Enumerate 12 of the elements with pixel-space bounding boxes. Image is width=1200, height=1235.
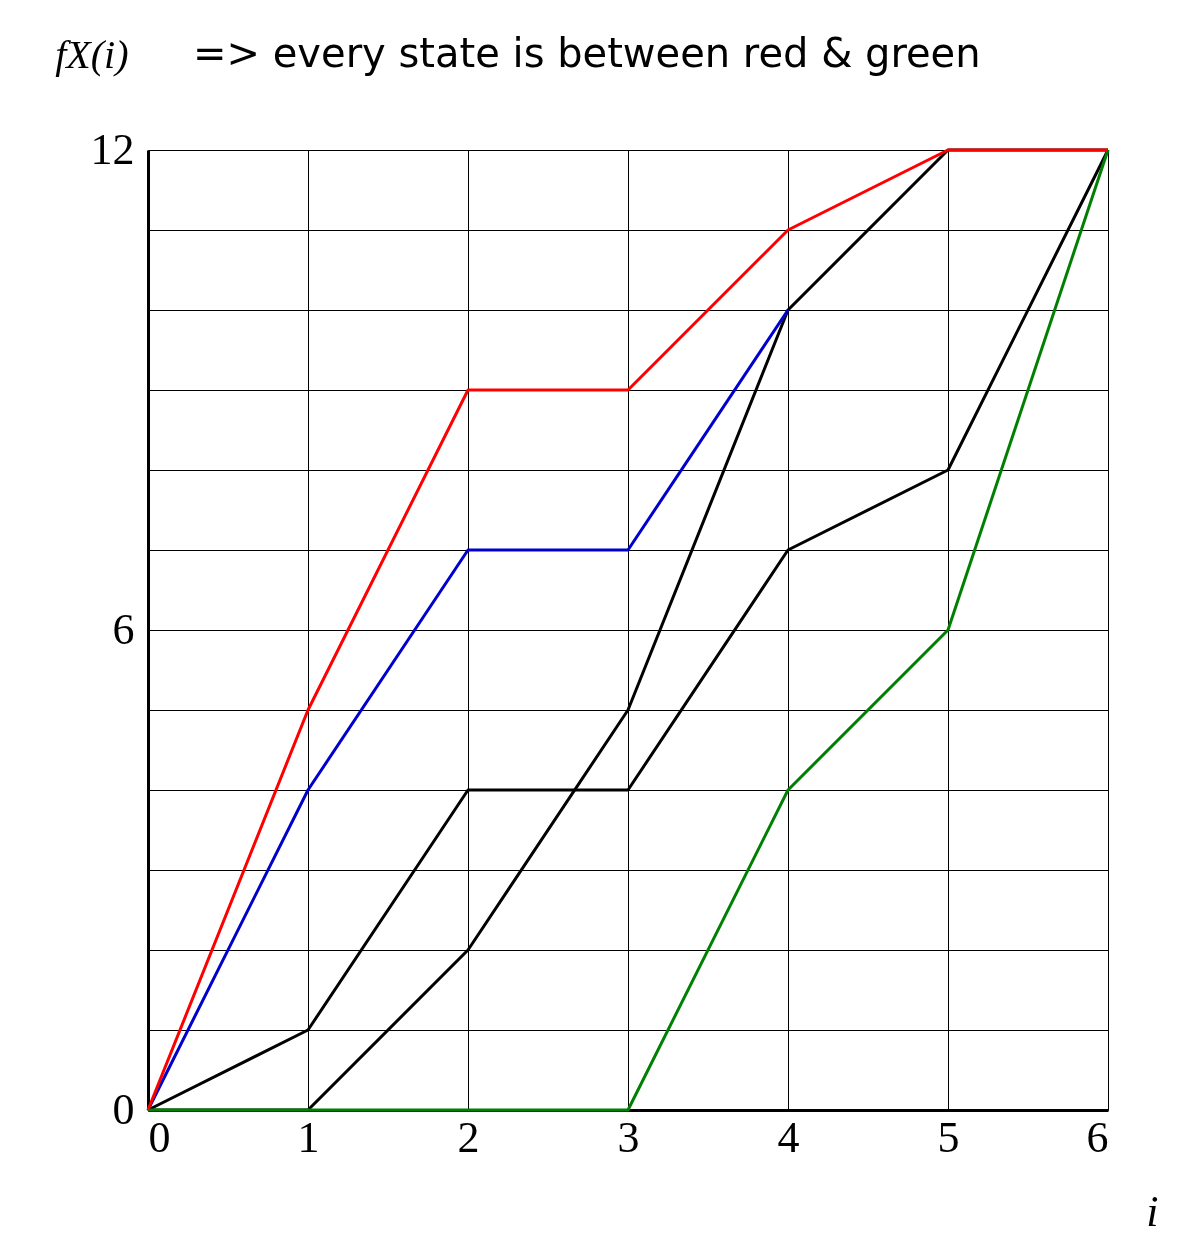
x-tick-label: 2: [457, 1112, 480, 1162]
y-tick-label: 6: [112, 604, 135, 654]
x-axis-title: i: [1146, 1186, 1159, 1235]
x-tick-label: 6: [1086, 1112, 1109, 1162]
y-axis-title: fX(i): [55, 31, 129, 77]
x-tick-label: 1: [297, 1112, 320, 1162]
y-tick-label: 12: [90, 124, 135, 174]
x-tick-label: 0: [148, 1112, 171, 1162]
x-tick-label: 4: [777, 1112, 800, 1162]
chart-title: => every state is between red & green: [193, 30, 981, 76]
x-tick-label: 5: [937, 1112, 960, 1162]
x-tick-label: 3: [617, 1112, 640, 1162]
